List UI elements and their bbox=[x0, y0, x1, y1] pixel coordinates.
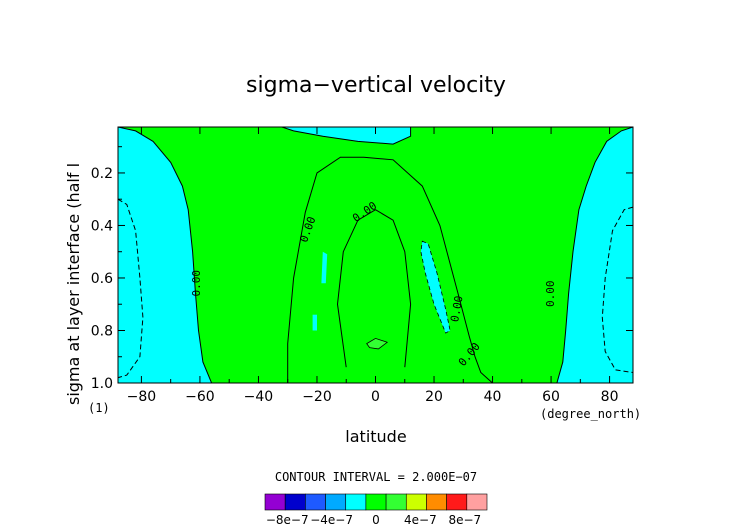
x-tick-label: 20 bbox=[425, 389, 443, 405]
north-polar-descent bbox=[601, 206, 633, 374]
colorbar-tick-label: 4e−7 bbox=[404, 513, 437, 527]
y-tick-label: 0.6 bbox=[91, 271, 113, 287]
colorbar-swatch bbox=[466, 493, 488, 511]
x-tick-label: −80 bbox=[127, 389, 157, 405]
x-tick-label: 60 bbox=[542, 389, 560, 405]
y-tick-label: 0.2 bbox=[91, 166, 113, 182]
colorbar bbox=[264, 493, 488, 511]
y-axis-label: sigma at layer interface (half l bbox=[64, 163, 83, 405]
x-tick-label: 40 bbox=[484, 389, 502, 405]
colorbar-swatch bbox=[446, 493, 468, 511]
south-zero-contour bbox=[118, 127, 213, 383]
colorbar-swatch bbox=[405, 493, 427, 511]
contour-label: 0.00 bbox=[190, 270, 203, 297]
contour-interval-label: CONTOUR INTERVAL = 2.000E−07 bbox=[275, 470, 477, 484]
colorbar-swatch bbox=[284, 493, 306, 511]
contour-label: 0.00 bbox=[544, 280, 557, 307]
colorbar-tick-label: 0 bbox=[372, 513, 380, 527]
x-tick-label: −40 bbox=[244, 389, 274, 405]
colorbar-swatch bbox=[305, 493, 326, 511]
colorbar-swatch bbox=[264, 493, 286, 511]
y-tick-label: 0.8 bbox=[91, 323, 113, 339]
colorbar-swatch bbox=[385, 493, 407, 511]
colorbar-tick-label: 8e−7 bbox=[448, 513, 481, 527]
x-axis-unit: (degree_north) bbox=[540, 407, 641, 421]
south-polar-descent bbox=[118, 198, 144, 379]
y-axis-ticks: 0.2 0.4 0.6 0.8 1.0 bbox=[91, 146, 633, 392]
north-subtropical-descent bbox=[420, 240, 451, 334]
x-axis-ticks: −80 −60 −40 −20 0 20 40 60 80 bbox=[127, 127, 619, 405]
upper-zero-contour bbox=[281, 127, 412, 145]
contour-label: 0.00 bbox=[448, 295, 465, 323]
colorbar-swatch bbox=[345, 493, 367, 511]
colorbar-tick-label: −8e−7 bbox=[266, 513, 309, 527]
x-tick-label: 0 bbox=[371, 389, 380, 405]
y-tick-label: 0.4 bbox=[91, 218, 113, 234]
equatorial-ascent-region bbox=[287, 156, 494, 383]
colorbar-swatch bbox=[365, 493, 387, 511]
colorbar-ticks: −8e−7 −4e−7 0 4e−7 8e−7 bbox=[266, 513, 481, 527]
chart-title: sigma−vertical velocity bbox=[246, 73, 506, 98]
inner-zero-contour bbox=[336, 209, 412, 368]
y-axis-unit: (1) bbox=[88, 401, 110, 415]
positive-band-outer bbox=[118, 127, 633, 383]
south-subtropical-descent-lower bbox=[312, 314, 317, 331]
x-axis-label: latitude bbox=[345, 427, 406, 446]
colorbar-swatch bbox=[325, 493, 347, 511]
plot-area: 0.000.000.000.000.000.00 bbox=[117, 126, 634, 384]
colorbar-swatch bbox=[426, 493, 447, 511]
x-tick-label: −60 bbox=[185, 389, 215, 405]
colorbar-tick-label: −4e−7 bbox=[310, 513, 353, 527]
south-subtropical-descent bbox=[321, 251, 328, 284]
north-zero-contour bbox=[556, 127, 633, 383]
x-tick-label: 80 bbox=[601, 389, 619, 405]
y-tick-label: 1.0 bbox=[91, 376, 113, 392]
equatorial-maximum bbox=[366, 337, 389, 350]
x-tick-label: −20 bbox=[302, 389, 332, 405]
